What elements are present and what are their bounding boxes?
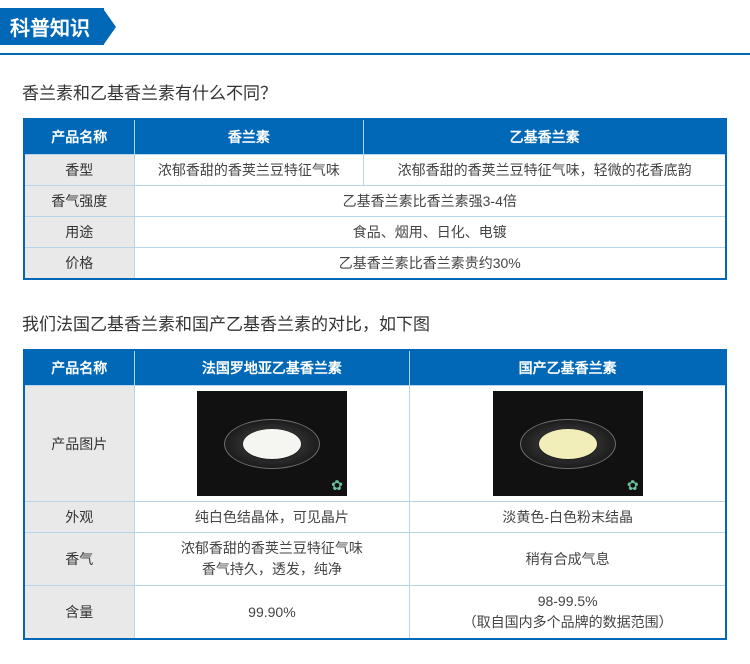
product-photo-domestic [493, 391, 643, 496]
table-header-row: 产品名称 香兰素 乙基香兰素 [24, 119, 726, 155]
white-powder-icon [243, 429, 301, 459]
page-header: 科普知识 [0, 0, 750, 55]
table-row: 价格 乙基香兰素比香兰素贵约30% [24, 248, 726, 280]
image-cell-france [134, 386, 410, 502]
cell: 浓郁香甜的香荚兰豆特征气味香气持久，透发，纯净 [134, 533, 410, 586]
header-arrow-icon [104, 10, 116, 44]
petri-dish-icon [520, 419, 616, 469]
petri-dish-icon [224, 419, 320, 469]
cell: 浓郁香甜的香荚兰豆特征气味 [134, 155, 364, 186]
row-label: 含量 [24, 586, 134, 640]
col-domestic: 国产乙基香兰素 [410, 350, 726, 386]
cell-span: 食品、烟用、日化、电镀 [134, 217, 726, 248]
col-ethyl-vanillin: 乙基香兰素 [364, 119, 726, 155]
image-cell-domestic [410, 386, 726, 502]
header-title: 科普知识 [0, 8, 104, 45]
table-row: 外观 纯白色结晶体，可见晶片 淡黄色-白色粉末结晶 [24, 502, 726, 533]
col-product-name: 产品名称 [24, 119, 134, 155]
cell: 纯白色结晶体，可见晶片 [134, 502, 410, 533]
section2-title: 我们法国乙基香兰素和国产乙基香兰素的对比，如下图 [0, 304, 750, 349]
row-label: 外观 [24, 502, 134, 533]
row-label: 香型 [24, 155, 134, 186]
cell: 99.90% [134, 586, 410, 640]
col-product-name: 产品名称 [24, 350, 134, 386]
row-label-image: 产品图片 [24, 386, 134, 502]
table-header-row: 产品名称 法国罗地亚乙基香兰素 国产乙基香兰素 [24, 350, 726, 386]
row-label: 香气 [24, 533, 134, 586]
table-row: 含量 99.90% 98-99.5%（取自国内多个品牌的数据范围） [24, 586, 726, 640]
section1-title: 香兰素和乙基香兰素有什么不同？ [0, 73, 750, 118]
table-row: 用途 食品、烟用、日化、电镀 [24, 217, 726, 248]
table-row: 香气 浓郁香甜的香荚兰豆特征气味香气持久，透发，纯净 稍有合成气息 [24, 533, 726, 586]
row-label: 用途 [24, 217, 134, 248]
cell: 浓郁香甜的香荚兰豆特征气味，轻微的花香底韵 [364, 155, 726, 186]
product-photo-france [197, 391, 347, 496]
table-row: 香型 浓郁香甜的香荚兰豆特征气味 浓郁香甜的香荚兰豆特征气味，轻微的花香底韵 [24, 155, 726, 186]
col-vanillin: 香兰素 [134, 119, 364, 155]
table-row-image: 产品图片 [24, 386, 726, 502]
table-vanillin-compare: 产品名称 香兰素 乙基香兰素 香型 浓郁香甜的香荚兰豆特征气味 浓郁香甜的香荚兰… [23, 118, 727, 280]
col-france: 法国罗地亚乙基香兰素 [134, 350, 410, 386]
row-label: 价格 [24, 248, 134, 280]
cell: 98-99.5%（取自国内多个品牌的数据范围） [410, 586, 726, 640]
table-row: 香气强度 乙基香兰素比香兰素强3-4倍 [24, 186, 726, 217]
cell-span: 乙基香兰素比香兰素强3-4倍 [134, 186, 726, 217]
table-origin-compare: 产品名称 法国罗地亚乙基香兰素 国产乙基香兰素 产品图片 外观 纯白色结晶体，可… [23, 349, 727, 640]
row-label: 香气强度 [24, 186, 134, 217]
yellow-powder-icon [539, 429, 597, 459]
cell-span: 乙基香兰素比香兰素贵约30% [134, 248, 726, 280]
cell: 稍有合成气息 [410, 533, 726, 586]
cell: 淡黄色-白色粉末结晶 [410, 502, 726, 533]
